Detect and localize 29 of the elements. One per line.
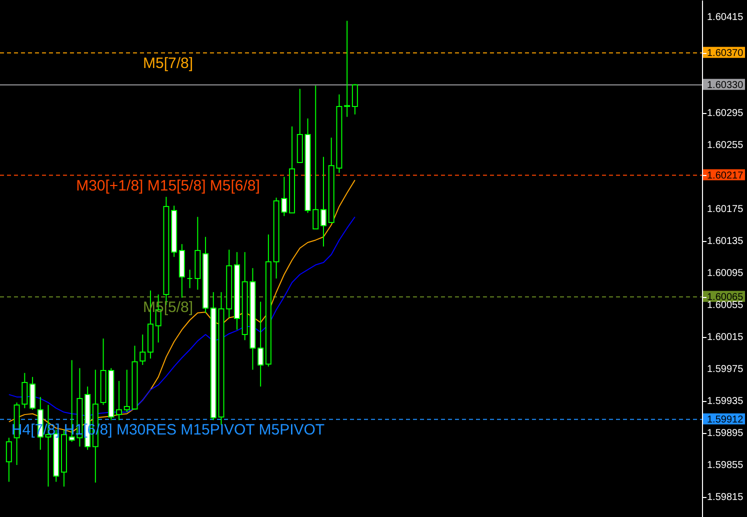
y-tick-label: 1.60217 bbox=[707, 170, 744, 182]
y-tick-label: 1.60175 bbox=[707, 204, 744, 215]
candlestick bbox=[124, 369, 130, 413]
candlestick bbox=[344, 20, 350, 118]
line-series bbox=[8, 216, 356, 417]
y-tick-label: 1.60295 bbox=[707, 108, 744, 119]
candlestick bbox=[320, 156, 326, 247]
candlestick bbox=[352, 84, 358, 115]
candlestick bbox=[22, 372, 28, 409]
ref-line-label: M5[7/8] bbox=[142, 54, 194, 72]
candlestick bbox=[258, 301, 264, 388]
y-tick-label: 1.59855 bbox=[707, 460, 744, 471]
candlestick bbox=[6, 437, 12, 482]
ref-line-label: M30[+1/8] M15[5/8] M5[6/8] bbox=[76, 177, 260, 194]
y-tick-label: 1.60055 bbox=[707, 300, 744, 311]
candlestick bbox=[116, 380, 122, 421]
y-tick-label: 1.59975 bbox=[707, 364, 744, 375]
y-tick-label: 1.60330 bbox=[707, 80, 744, 91]
y-tick-label: 1.59912 bbox=[707, 414, 744, 426]
y-tick-label: 1.60370 bbox=[707, 48, 744, 59]
y-tick-label: 1.59815 bbox=[707, 492, 744, 503]
y-tick-label: 1.59895 bbox=[707, 428, 744, 439]
y-tick-label: 1.59935 bbox=[707, 396, 744, 407]
y-tick-label: 1.60015 bbox=[707, 332, 744, 343]
y-tick-label: 1.60135 bbox=[707, 236, 744, 247]
y-tick-label: 1.60415 bbox=[707, 12, 744, 23]
y-tick-label: 1.60095 bbox=[707, 268, 744, 279]
y-tick-label: 1.60255 bbox=[707, 140, 744, 151]
candlestick bbox=[186, 269, 193, 289]
